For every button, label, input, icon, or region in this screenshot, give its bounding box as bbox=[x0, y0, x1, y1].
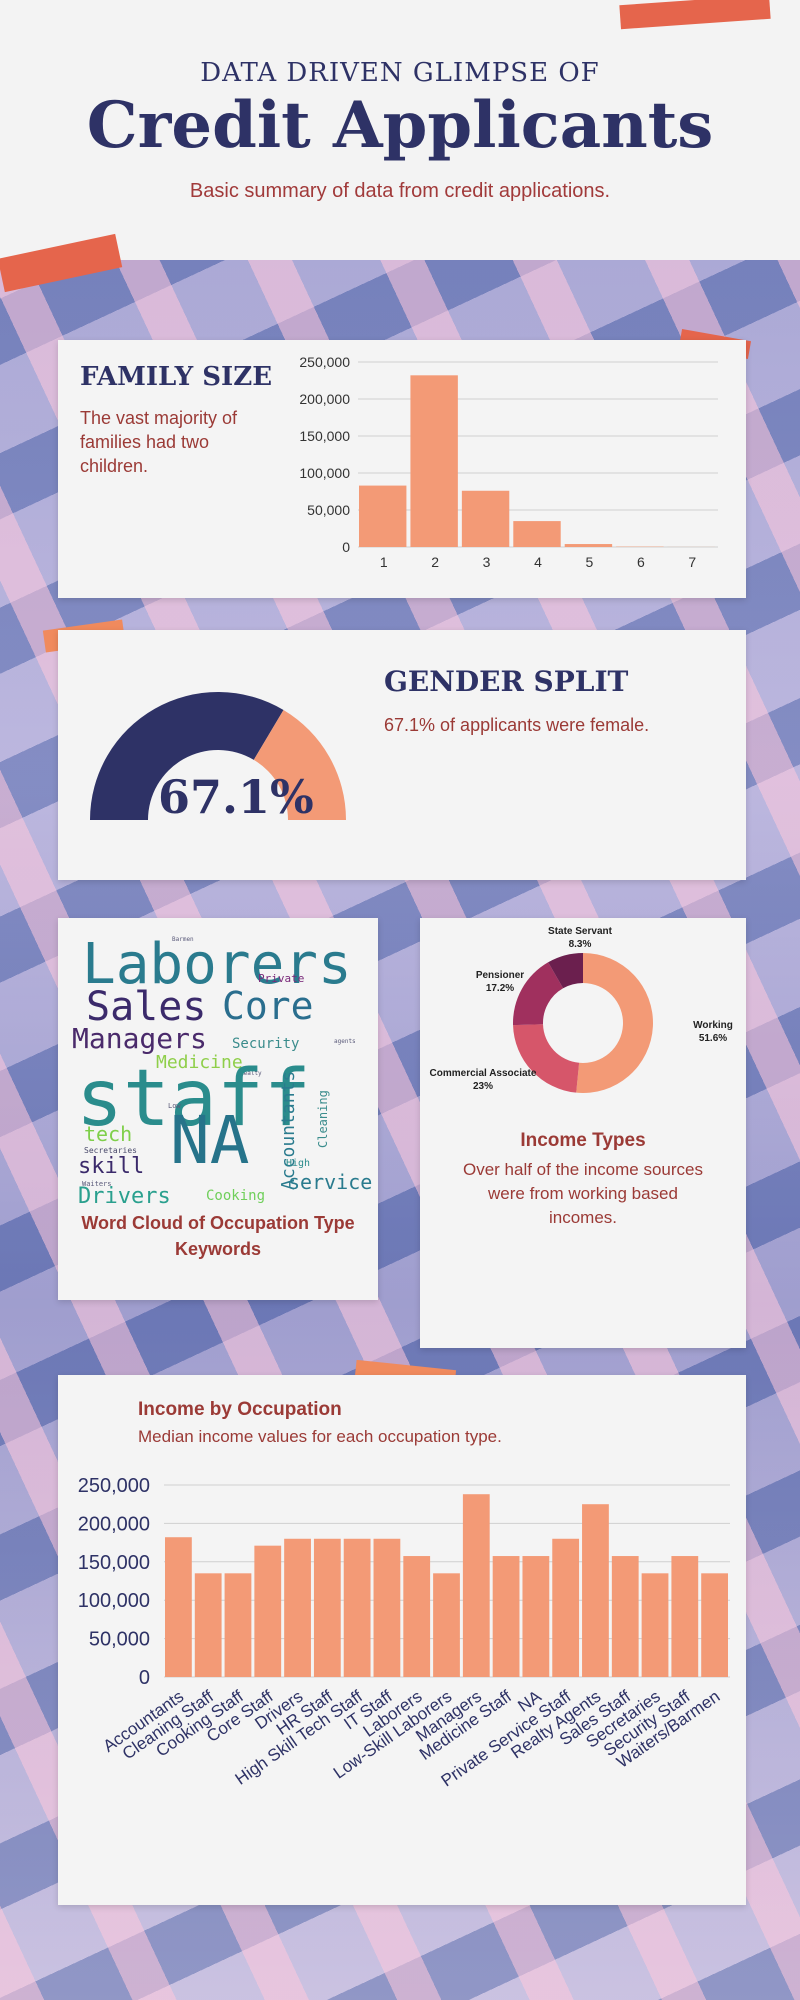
family-size-heading: FAMILY SIZE bbox=[80, 362, 272, 392]
page-kicker: DATA DRIVEN GLIMPSE OF bbox=[0, 58, 800, 88]
x-tick-label: 7 bbox=[688, 554, 696, 570]
page-subtitle: Basic summary of data from credit applic… bbox=[0, 180, 800, 203]
x-tick-label: 4 bbox=[534, 554, 542, 570]
word: Private bbox=[258, 972, 304, 985]
bar bbox=[552, 1539, 579, 1677]
y-tick-label: 50,000 bbox=[307, 502, 350, 518]
bar bbox=[403, 1556, 430, 1677]
word: Cooking bbox=[206, 1188, 265, 1204]
word: service bbox=[288, 1170, 372, 1194]
bar bbox=[433, 1573, 460, 1677]
donut-slice bbox=[513, 1024, 579, 1092]
word: tech bbox=[84, 1122, 132, 1146]
bar bbox=[462, 491, 509, 547]
word: skill bbox=[78, 1154, 144, 1179]
bar bbox=[642, 1573, 669, 1677]
y-tick-label: 0 bbox=[342, 539, 350, 555]
word: Core bbox=[222, 984, 314, 1028]
bar bbox=[522, 1556, 549, 1677]
bar bbox=[463, 1494, 490, 1677]
word: NA bbox=[170, 1102, 249, 1179]
income-types-card: Working 51.6% Commercial Associate 23% Pensi… bbox=[420, 918, 746, 1348]
bar bbox=[582, 1504, 609, 1677]
bar bbox=[671, 1556, 698, 1677]
occupation-heading: Income by Occupation bbox=[138, 1399, 342, 1421]
word: agents bbox=[334, 1038, 356, 1045]
bar bbox=[513, 521, 560, 547]
bar bbox=[195, 1573, 222, 1677]
y-tick-label: 100,000 bbox=[78, 1590, 150, 1612]
wordcloud-card: Laborers Sales Core Private Managers Sec… bbox=[58, 918, 378, 1300]
bar bbox=[314, 1539, 341, 1677]
bar bbox=[284, 1539, 311, 1677]
y-tick-label: 150,000 bbox=[299, 428, 350, 444]
word: Cleaning bbox=[316, 1090, 330, 1148]
y-tick-label: 100,000 bbox=[299, 465, 350, 481]
income-types-text: Over half of the income sources were fro… bbox=[453, 1158, 713, 1230]
family-size-chart: 0 50,000 100,000 150,000 200,000 250,000 1 2 3 4 5… bbox=[288, 352, 728, 582]
y-tick-label: 200,000 bbox=[78, 1513, 150, 1535]
y-tick-label: 0 bbox=[139, 1667, 150, 1689]
bar bbox=[612, 1556, 639, 1677]
gender-card: 67.1% GENDER SPLIT 67.1% of applicants w… bbox=[58, 630, 746, 880]
bar bbox=[701, 1573, 728, 1677]
x-tick-label: 2 bbox=[431, 554, 439, 570]
bar bbox=[493, 1556, 520, 1677]
bar bbox=[254, 1546, 281, 1677]
bar bbox=[359, 486, 406, 547]
donut-slice bbox=[576, 953, 653, 1093]
bar bbox=[225, 1573, 252, 1677]
word: Barmen bbox=[172, 936, 194, 943]
y-tick-label: 250,000 bbox=[299, 354, 350, 370]
gender-heading: GENDER SPLIT bbox=[384, 665, 628, 698]
y-tick-label: 150,000 bbox=[78, 1552, 150, 1574]
slice-label: State Servant bbox=[548, 926, 613, 937]
bar bbox=[165, 1537, 192, 1677]
bar bbox=[344, 1539, 371, 1677]
y-tick-label: 250,000 bbox=[78, 1475, 150, 1497]
occupation-card: Income by Occupation Median income value… bbox=[58, 1375, 746, 1905]
x-tick-label: 1 bbox=[380, 554, 388, 570]
word: Managers bbox=[72, 1022, 207, 1055]
word: High bbox=[286, 1158, 310, 1169]
page-title: Credit Applicants bbox=[0, 88, 800, 163]
word: Security bbox=[232, 1036, 299, 1052]
x-tick-label: 3 bbox=[483, 554, 491, 570]
family-size-card: FAMILY SIZE The vast majority of familie… bbox=[58, 340, 746, 598]
bar bbox=[565, 544, 612, 547]
slice-value-label: 8.3% bbox=[569, 939, 592, 950]
occupation-text: Median income values for each occupation… bbox=[138, 1427, 502, 1447]
occupation-chart: 050,000100,000150,000200,000250,000Accou… bbox=[58, 1465, 746, 1895]
bar bbox=[410, 375, 457, 547]
slice-label: Pensioner bbox=[476, 970, 524, 981]
y-tick-label: 50,000 bbox=[89, 1629, 150, 1651]
slice-value-label: 51.6% bbox=[699, 1033, 727, 1044]
slice-value-label: 23% bbox=[473, 1081, 493, 1092]
gender-value-label: 67.1% bbox=[158, 770, 288, 824]
slice-value-label: 17.2% bbox=[486, 983, 514, 994]
income-types-heading: Income Types bbox=[420, 1130, 746, 1152]
bar bbox=[374, 1539, 401, 1677]
x-tick-label: 5 bbox=[586, 554, 594, 570]
slice-label: Commercial Associate bbox=[430, 1068, 537, 1079]
slice-label: Working bbox=[693, 1020, 733, 1031]
gender-text: 67.1% of applicants were female. bbox=[384, 715, 649, 736]
wordcloud: Laborers Sales Core Private Managers Sec… bbox=[72, 932, 362, 1202]
x-tick-label: 6 bbox=[637, 554, 645, 570]
family-size-text: The vast majority of families had two ch… bbox=[80, 406, 280, 478]
word: Drivers bbox=[78, 1184, 171, 1209]
income-types-donut: Working 51.6% Commercial Associate 23% Pensi… bbox=[420, 918, 746, 1128]
y-tick-label: 200,000 bbox=[299, 391, 350, 407]
wordcloud-caption: Word Cloud of Occupation Type Keywords bbox=[78, 1210, 358, 1262]
